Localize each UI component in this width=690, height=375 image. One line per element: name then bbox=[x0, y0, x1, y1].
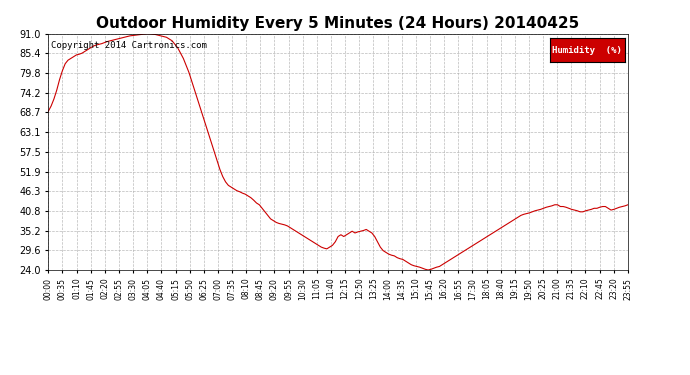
Text: Copyright 2014 Cartronics.com: Copyright 2014 Cartronics.com bbox=[51, 41, 207, 50]
Title: Outdoor Humidity Every 5 Minutes (24 Hours) 20140425: Outdoor Humidity Every 5 Minutes (24 Hou… bbox=[97, 16, 580, 31]
